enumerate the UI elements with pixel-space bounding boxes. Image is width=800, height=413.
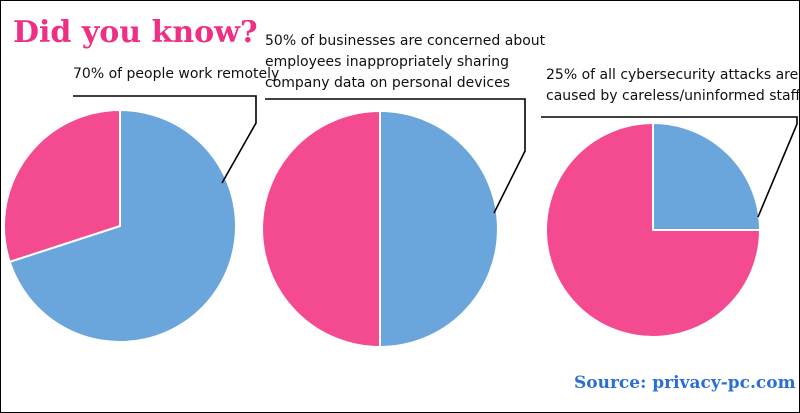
- caption-line: 50% of businesses are concerned about: [265, 33, 546, 49]
- pie-2-slice-2: [261, 110, 381, 348]
- pie-2-leader-line: [265, 98, 526, 214]
- source-credit: Source: privacy-pc.com: [574, 373, 796, 393]
- page-title: Did you know?: [13, 15, 258, 50]
- caption-line: 70% of people work remotely: [73, 66, 280, 82]
- pie-caption-staff-attacks: 25% of all cybersecurity attacks are cau…: [546, 65, 800, 107]
- pie-1-slice-1: [8, 109, 237, 343]
- pie-3-slice-1: [652, 122, 761, 231]
- pie-1-leader-line: [73, 95, 257, 184]
- caption-line: company data on personal devices: [265, 75, 511, 91]
- pie-3-slice-2: [545, 122, 761, 338]
- pie-1-slice-2: [3, 109, 121, 263]
- pie-caption-remote-work: 70% of people work remotely: [73, 64, 279, 85]
- caption-line: 25% of all cybersecurity attacks are: [546, 67, 799, 83]
- pie-3-leader-line: [541, 116, 798, 218]
- pie-2-slice-1: [379, 110, 499, 348]
- caption-line: caused by careless/uninformed staff: [546, 88, 800, 104]
- caption-line: employees inappropriately sharing: [265, 54, 509, 70]
- pie-caption-personal-devices: 50% of businesses are concerned about em…: [265, 31, 545, 94]
